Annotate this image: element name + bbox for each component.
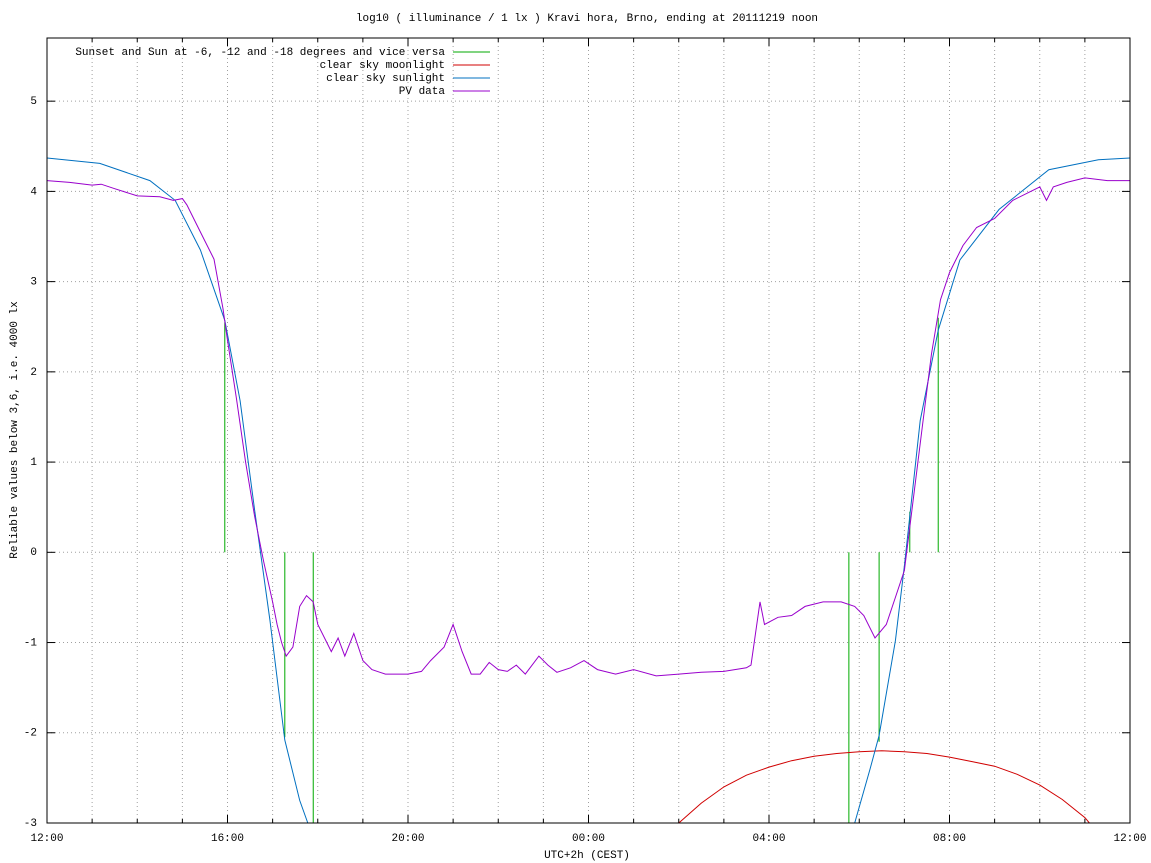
series-line [47, 177, 1130, 677]
plot-border [46, 37, 1131, 824]
y-axis-label: Reliable values below 3,6, i.e. 4000 lx [9, 301, 21, 559]
y-tick-label: 3 [30, 277, 37, 289]
y-tick-label: -3 [24, 818, 37, 830]
series-line [678, 750, 1090, 823]
x-tick-label: 00:00 [572, 833, 605, 845]
legend-label: PV data [399, 86, 446, 98]
y-tick-label: -1 [24, 637, 38, 649]
y-tick-label: 2 [30, 367, 37, 379]
x-tick-label: 20:00 [391, 833, 424, 845]
y-tick-label: 5 [30, 96, 37, 108]
x-tick-label: 04:00 [752, 833, 785, 845]
x-tick-label: 12:00 [1113, 833, 1146, 845]
plot-area [47, 157, 1130, 823]
y-tick-label: 1 [30, 457, 37, 469]
legend-label: clear sky moonlight [320, 60, 445, 72]
y-tick-label: -2 [24, 728, 37, 740]
legend: Sunset and Sun at -6, -12 and -18 degree… [75, 47, 490, 98]
x-tick-label: 08:00 [933, 833, 966, 845]
y-tick-label: 0 [30, 547, 37, 559]
legend-label: Sunset and Sun at -6, -12 and -18 degree… [75, 47, 445, 59]
x-tick-label: 12:00 [30, 833, 63, 845]
x-axis-label: UTC+2h (CEST) [544, 850, 630, 862]
chart-title: log10 ( illuminance / 1 lx ) Kravi hora,… [356, 13, 818, 25]
x-tick-label: 16:00 [211, 833, 244, 845]
legend-label: clear sky sunlight [326, 73, 445, 85]
grid [46, 38, 1131, 824]
y-tick-label: 4 [30, 186, 37, 198]
